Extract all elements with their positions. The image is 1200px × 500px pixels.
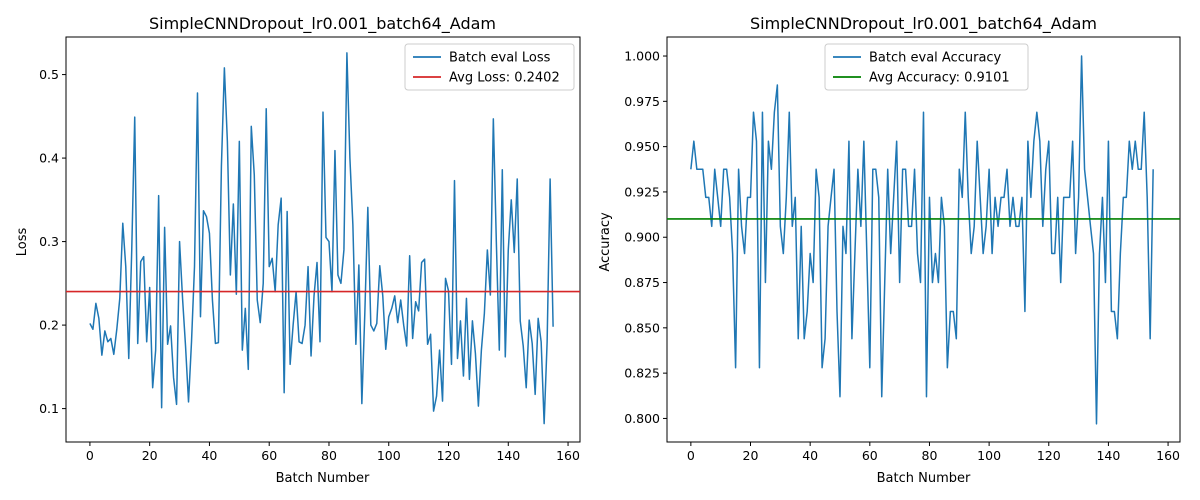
loss-legend: Batch eval Loss Avg Loss: 0.2402 xyxy=(404,43,575,91)
loss-y-tick-label: 0.4 xyxy=(39,151,59,166)
accuracy-legend: Batch eval Accuracy Avg Accuracy: 0.9101 xyxy=(824,43,1029,91)
accuracy-y-tick-label: 0.900 xyxy=(624,230,660,245)
loss-x-tick-label: 140 xyxy=(496,448,520,463)
loss-x-tick-label: 80 xyxy=(321,448,337,463)
accuracy-x-tick-label: 100 xyxy=(977,448,1001,463)
loss-legend-box xyxy=(404,43,575,91)
loss-y-tick-label: 0.3 xyxy=(39,234,59,249)
accuracy-y-tick-label: 0.850 xyxy=(624,320,660,335)
loss-x-tick-label: 20 xyxy=(142,448,158,463)
loss-series-line xyxy=(89,52,554,425)
accuracy-series-line xyxy=(690,55,1154,425)
loss-axes-frame xyxy=(65,36,581,443)
loss-chart: SimpleCNNDropout_lr0.001_batch64_Adam 0 2… xyxy=(15,14,581,486)
accuracy-axes-frame xyxy=(666,36,1181,443)
accuracy-plot-area: 0 20 40 60 80 100 120 140 160 0.800 0.825 0.850 0.87… xyxy=(624,36,1181,463)
accuracy-x-tick-label: 0 xyxy=(687,448,695,463)
loss-plot-area: 0 20 40 60 80 100 120 140 160 0.1 0.2 0.3 0.4 0.5 Batc… xyxy=(39,36,581,463)
loss-y-tick-label: 0.2 xyxy=(39,318,59,333)
accuracy-y-tick-label: 0.950 xyxy=(624,139,660,154)
accuracy-y-tick-label: 0.825 xyxy=(624,366,660,381)
loss-x-tick-label: 100 xyxy=(377,448,401,463)
accuracy-x-tick-label: 160 xyxy=(1156,448,1180,463)
accuracy-chart: SimpleCNNDropout_lr0.001_batch64_Adam 0 2… xyxy=(598,14,1181,486)
loss-legend-label: Batch eval Loss xyxy=(449,51,551,66)
loss-x-axis-label: Batch Number xyxy=(276,471,370,486)
loss-x-tick-label: 160 xyxy=(556,448,580,463)
accuracy-x-tick-label: 20 xyxy=(743,448,759,463)
accuracy-x-tick-label: 40 xyxy=(802,448,818,463)
loss-y-axis-label: Loss xyxy=(15,228,30,257)
accuracy-x-tick-label: 80 xyxy=(922,448,938,463)
loss-x-tick-label: 40 xyxy=(201,448,217,463)
accuracy-y-tick-label: 0.975 xyxy=(624,94,660,109)
accuracy-x-axis-label: Batch Number xyxy=(877,471,971,486)
accuracy-legend-label: Batch eval Accuracy xyxy=(869,51,1002,66)
accuracy-y-tick-label: 0.800 xyxy=(624,411,660,426)
loss-legend-label: Avg Loss: 0.2402 xyxy=(449,71,560,86)
accuracy-y-axis-label: Accuracy xyxy=(598,212,613,272)
accuracy-y-tick-label: 1.000 xyxy=(624,49,660,64)
accuracy-legend-label: Avg Accuracy: 0.9101 xyxy=(869,71,1010,86)
accuracy-x-tick-label: 120 xyxy=(1037,448,1061,463)
accuracy-y-tick-label: 0.925 xyxy=(624,184,660,199)
accuracy-legend-box xyxy=(824,43,1029,91)
loss-x-tick-label: 0 xyxy=(86,448,94,463)
accuracy-chart-title: SimpleCNNDropout_lr0.001_batch64_Adam xyxy=(750,14,1097,34)
loss-y-tick-label: 0.5 xyxy=(39,67,59,82)
loss-x-tick-label: 60 xyxy=(261,448,277,463)
loss-x-tick-label: 120 xyxy=(437,448,461,463)
loss-y-tick-label: 0.1 xyxy=(39,401,59,416)
accuracy-x-tick-label: 60 xyxy=(862,448,878,463)
loss-chart-title: SimpleCNNDropout_lr0.001_batch64_Adam xyxy=(149,14,496,34)
accuracy-y-tick-label: 0.875 xyxy=(624,275,660,290)
accuracy-x-tick-label: 140 xyxy=(1096,448,1120,463)
